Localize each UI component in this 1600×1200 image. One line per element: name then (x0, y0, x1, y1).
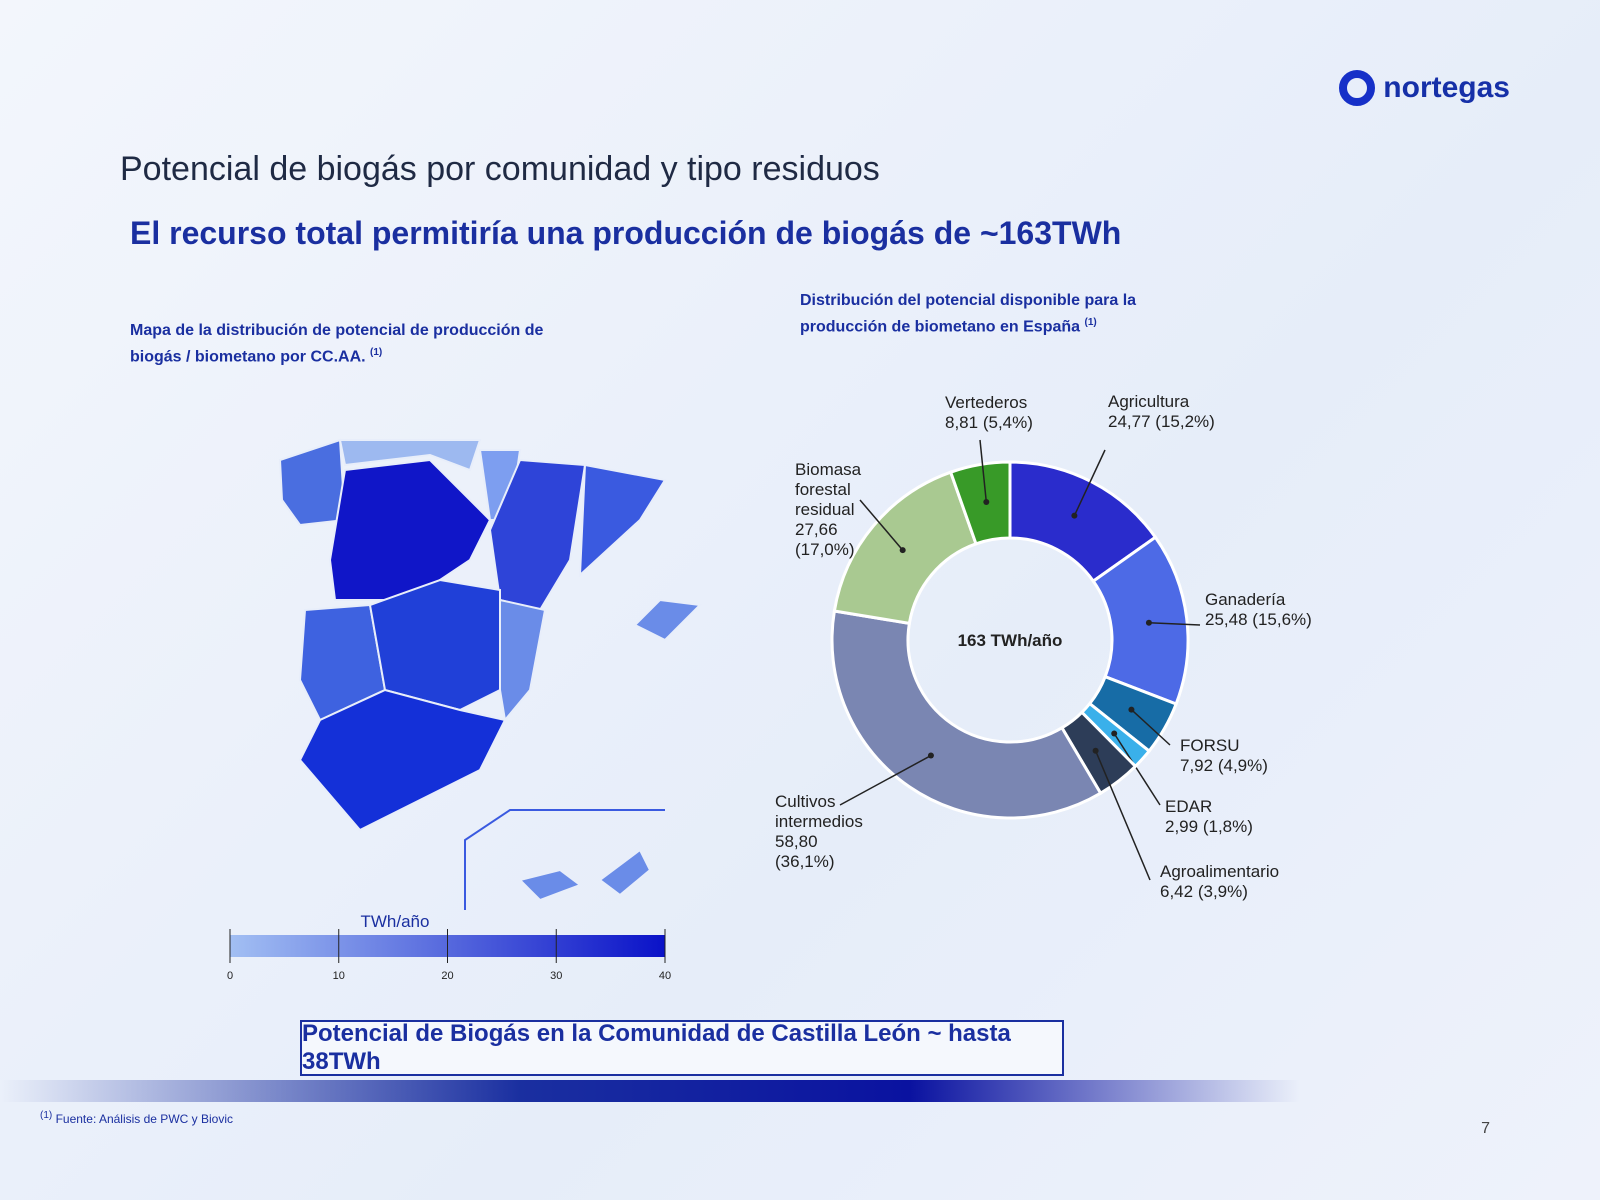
leader-line (979, 439, 988, 503)
leader-line (859, 499, 904, 551)
donut-slice (948, 460, 1012, 546)
heading: Potencial de biogás por comunidad y tipo… (120, 150, 880, 188)
slice-value: 24,77 (15,2%) (1108, 412, 1248, 432)
caption-note: (1) (1084, 317, 1097, 328)
slice-label: EDAR 2,99 (1,8%) (1165, 797, 1305, 837)
slice-value: 25,48 (15,6%) (1205, 610, 1345, 630)
slice-name: FORSU (1180, 736, 1240, 755)
map-region (598, 848, 652, 897)
map-region (578, 463, 667, 578)
slice-name: Agricultura (1108, 392, 1190, 411)
map-region (633, 598, 703, 642)
leader-line (1130, 709, 1171, 746)
map-caption: Mapa de la distribución de potencial de … (130, 320, 550, 368)
slice-name: Ganadería (1205, 590, 1286, 609)
percent-label: (4,9%) (1217, 756, 1268, 775)
value-label: 58,80 (775, 832, 818, 851)
map (278, 438, 703, 910)
leader-dot (1071, 512, 1078, 519)
decor-band (0, 1080, 1300, 1102)
map-region (298, 688, 507, 832)
slice-value: 27,66 (17,0%) (795, 520, 875, 560)
logo: nortegas (1339, 70, 1510, 106)
slice-value: 6,42 (3,9%) (1160, 882, 1300, 902)
percent-label: (15,2%) (1155, 412, 1215, 431)
caption-note: (1) (370, 347, 383, 358)
value-label: 27,66 (795, 520, 838, 539)
colorbar-title: TWh/año (361, 912, 430, 931)
value-label: 7,92 (1180, 756, 1214, 775)
logo-text: nortegas (1383, 71, 1510, 104)
slice-name: Biomasa forestal residual (795, 460, 862, 519)
percent-label: (15,6%) (1252, 610, 1312, 629)
footnote: (1) Fuente: Análisis de PWC y Biovic (40, 1110, 233, 1126)
slice-name: Vertederos (945, 393, 1028, 412)
percent-label: (1,8%) (1202, 817, 1253, 836)
page-number: 7 (1481, 1120, 1490, 1137)
slice-label: Biomasa forestal residual 27,66 (17,0%) (795, 460, 875, 560)
footnote-text: Fuente: Análisis de PWC y Biovic (55, 1112, 233, 1126)
map-region (278, 438, 347, 527)
subheading: El recurso total permitiría una producci… (130, 215, 1122, 251)
footnote-note: (1) (40, 1110, 53, 1121)
slice-label: Vertederos 8,81 (5,4%) (945, 393, 1085, 433)
caption-text: Distribución del potencial disponible pa… (800, 292, 1137, 336)
value-label: 2,99 (1165, 817, 1199, 836)
map-region (338, 439, 482, 472)
percent-label: (5,4%) (982, 413, 1033, 432)
caption-text: Mapa de la distribución de potencial de … (130, 322, 544, 366)
leader-dot (1111, 730, 1118, 737)
leader-line (1073, 449, 1106, 516)
leader-line (1113, 733, 1161, 806)
leader-dot (1128, 706, 1135, 713)
leader-dot (927, 752, 934, 759)
slice-label: Ganadería 25,48 (15,6%) (1205, 590, 1345, 630)
map-region (328, 458, 492, 601)
map-region (518, 868, 583, 902)
donut-chart: 163 TWh/año (830, 439, 1201, 881)
slice-value: 7,92 (4,9%) (1180, 756, 1320, 776)
tick-label: 20 (441, 970, 453, 982)
colorbar: TWh/año 0 10 20 30 40 (227, 912, 671, 982)
slice-value: 2,99 (1,8%) (1165, 817, 1305, 837)
slice-label: Agricultura 24,77 (15,2%) (1108, 392, 1248, 432)
chart-caption: Distribución del potencial disponible pa… (800, 290, 1220, 338)
leader-line (839, 754, 932, 806)
highlight-box: Potencial de Biogás en la Comunidad de C… (300, 1020, 1064, 1076)
percent-label: (3,9%) (1197, 882, 1248, 901)
leader-dot (983, 499, 990, 506)
slice-label: Cultivos intermedios 58,80 (36,1%) (775, 792, 863, 872)
tick-label: 0 (227, 970, 233, 982)
tick-label: 10 (333, 970, 345, 982)
donut-slice (832, 470, 978, 626)
slice-value: 8,81 (5,4%) (945, 413, 1085, 433)
leader-dot (1145, 619, 1152, 626)
donut-slice (830, 609, 1103, 820)
slice-label: FORSU 7,92 (4,9%) (1180, 736, 1320, 776)
slice-name: Cultivos intermedios (775, 792, 863, 831)
inset-frame (464, 809, 665, 910)
tick-label: 30 (550, 970, 562, 982)
percent-label: (36,1%) (775, 852, 835, 871)
slice-value: 58,80 (36,1%) (775, 832, 855, 872)
leader-line (1094, 750, 1151, 881)
tick-label: 40 (659, 970, 671, 982)
leader-dot (899, 547, 906, 554)
percent-label: (17,0%) (795, 540, 855, 559)
leader-line (1148, 621, 1201, 626)
value-label: 8,81 (945, 413, 979, 432)
value-label: 6,42 (1160, 882, 1194, 901)
leader-dot (1092, 747, 1099, 754)
value-label: 25,48 (1205, 610, 1248, 629)
value-label: 24,77 (1108, 412, 1151, 431)
slice-name: Agroalimentario (1160, 862, 1280, 881)
center-label: 163 TWh/año (958, 631, 1063, 650)
map-region (499, 598, 547, 723)
slice-label: Agroalimentario 6,42 (3,9%) (1160, 862, 1300, 902)
slice-name: EDAR (1165, 797, 1213, 816)
